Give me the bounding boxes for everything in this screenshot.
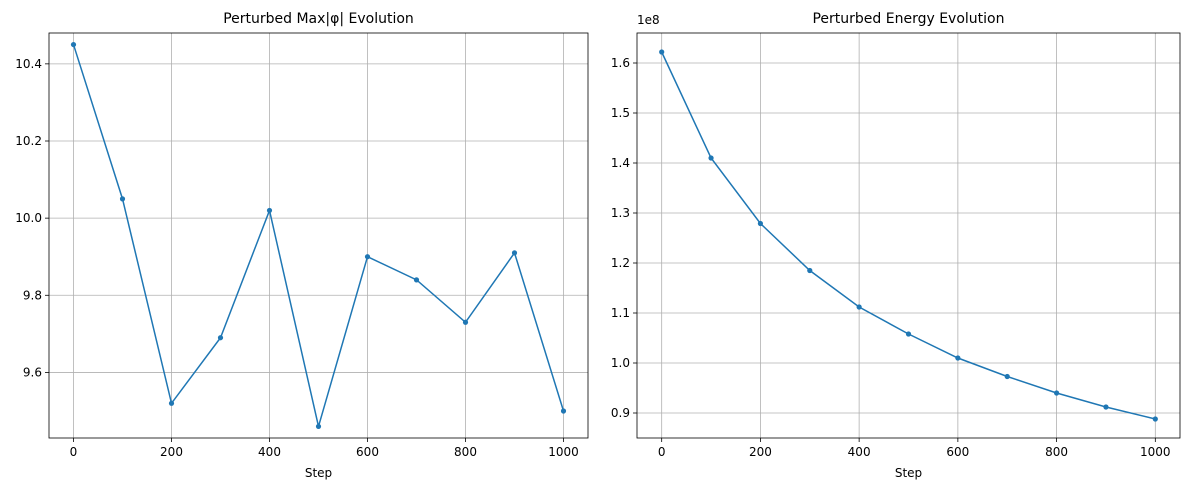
y-tick-label: 1.0 (611, 356, 630, 370)
data-point (757, 220, 764, 227)
data-point (1103, 404, 1109, 410)
y-tick-label: 10.0 (15, 211, 42, 225)
y-tick-label: 10.2 (15, 134, 42, 148)
data-point (119, 196, 126, 202)
x-tick-label: 200 (749, 445, 772, 459)
x-tick-label: 400 (258, 445, 281, 459)
y-tick-label: 1.6 (611, 56, 630, 70)
x-tick-label: 600 (946, 445, 969, 459)
x-axis-label: Step (305, 466, 332, 480)
data-point (413, 277, 420, 283)
chart-max-phi: Perturbed Max|φ| Evolution Step 0 200 400 6… (15, 11, 589, 480)
x-tick-label: 0 (658, 445, 666, 459)
x-tick-label: 200 (160, 445, 183, 459)
x-tick-label: 800 (454, 445, 477, 459)
y-tick-label: 9.6 (23, 365, 42, 379)
y-tick-label: 1.3 (611, 206, 630, 220)
y-tick-label: 1.5 (611, 106, 630, 120)
chart-title: Perturbed Energy Evolution (812, 11, 1004, 27)
data-point (1152, 416, 1158, 422)
y-tick-label: 9.8 (23, 288, 42, 302)
data-point (217, 335, 224, 341)
chart-title: Perturbed Max|φ| Evolution (223, 11, 414, 27)
y-tick-label: 0.9 (611, 406, 630, 420)
x-tick-label: 800 (1045, 445, 1068, 459)
data-point (70, 41, 77, 48)
series-line (661, 51, 1156, 420)
data-point (659, 49, 665, 55)
plot-frame (636, 32, 1181, 439)
data-point (266, 207, 273, 214)
data-point (1053, 390, 1060, 396)
x-tick-label: 400 (848, 445, 871, 459)
y-offset-label: 1e8 (637, 13, 660, 27)
data-point (364, 254, 371, 260)
data-point (807, 267, 813, 274)
data-point (905, 331, 912, 337)
data-point (511, 250, 518, 256)
x-tick-label: 0 (70, 445, 78, 459)
data-point (560, 408, 567, 414)
x-tick-label: 1000 (1140, 445, 1171, 459)
data-point (1004, 373, 1010, 380)
data-point (462, 319, 469, 325)
y-tick-label: 10.4 (15, 57, 42, 71)
plot-frame (48, 32, 589, 439)
data-point (168, 400, 175, 406)
grid (49, 33, 588, 438)
series-line (72, 44, 565, 427)
x-tick-label: 1000 (548, 445, 579, 459)
y-tick-label: 1.1 (611, 306, 630, 320)
data-point (856, 304, 862, 310)
data-point (708, 155, 714, 161)
x-axis-label: Step (895, 466, 922, 480)
y-tick-label: 1.4 (611, 156, 630, 170)
chart-energy: Perturbed Energy Evolution Step 1e8 0 200… (611, 11, 1181, 480)
y-tick-label: 1.2 (611, 256, 630, 270)
x-tick-label: 600 (356, 445, 379, 459)
data-point (955, 355, 961, 361)
grid (637, 33, 1180, 438)
data-point (315, 423, 322, 430)
